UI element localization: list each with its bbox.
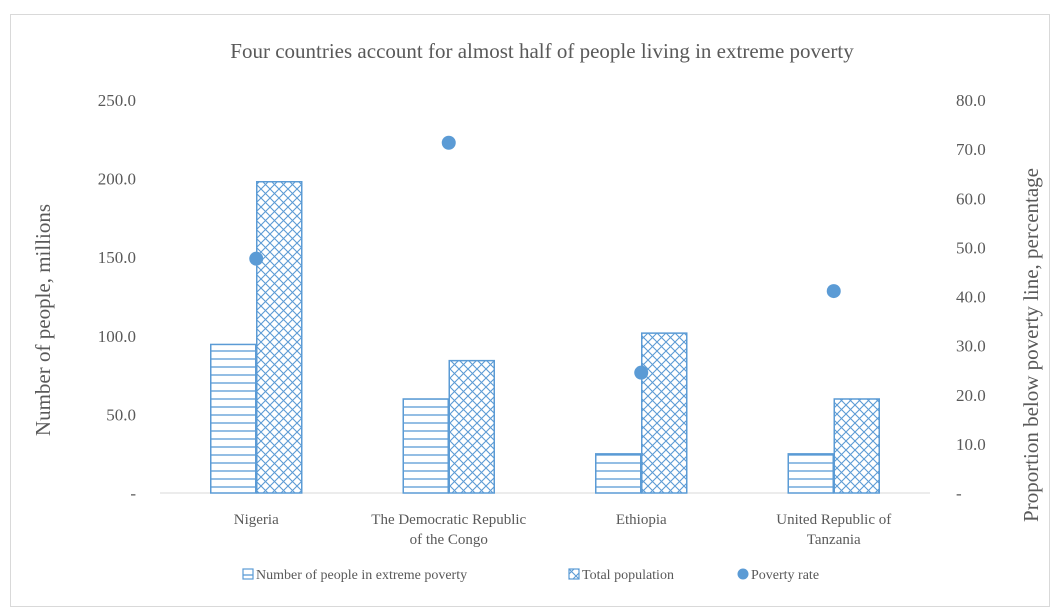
y-tick-label: 100.0 [98,327,136,346]
y-tick-label: 250.0 [98,91,136,110]
bar-total-population [833,398,880,494]
y2-tick-label: 40.0 [956,288,986,307]
legend-label: Poverty rate [751,568,819,583]
y2-tick-label: 20.0 [956,386,986,405]
bar-extreme-poverty [787,453,834,494]
poverty-rate-point [826,284,841,299]
legend-label: Number of people in extreme poverty [256,568,467,583]
x-category-label: United Republic of [776,512,891,528]
y2-tick-label: 60.0 [956,189,986,208]
poverty-rate-point [634,365,649,380]
x-category-label: The Democratic Republic [371,512,526,528]
y2-tick-label: 30.0 [956,337,986,356]
chart-title: Four countries account for almost half o… [230,39,854,63]
legend-marker-extreme-poverty [242,568,254,580]
y-tick-label: 50.0 [106,405,136,424]
bar-extreme-poverty [402,398,449,494]
chart-frame [10,14,1050,607]
poverty-rate-point [441,135,456,150]
y-axis-title: Number of people, millions [31,204,55,436]
legend-marker-total-population [568,568,580,580]
bar-total-population [256,180,303,494]
bar-total-population [641,332,688,494]
bar-extreme-poverty [595,453,642,494]
poverty-rate-point [249,251,264,266]
x-category-label: of the Congo [410,532,488,548]
y-tick-label: 150.0 [98,248,136,267]
y2-tick-label: 70.0 [956,140,986,159]
bar-extreme-poverty [210,343,257,494]
y2-tick-label: 10.0 [956,435,986,454]
x-category-label: Ethiopia [616,512,667,528]
bar-total-population [448,359,495,494]
legend-marker-poverty-rate [737,568,749,580]
legend-label: Total population [582,568,674,583]
y-tick-label: - [130,484,136,503]
x-category-label: Tanzania [807,532,861,548]
y2-axis-title: Proportion below poverty line, percentag… [1019,168,1043,522]
y2-tick-label: - [956,484,962,503]
x-category-label: Nigeria [234,512,279,528]
y2-tick-label: 50.0 [956,238,986,257]
y-tick-label: 200.0 [98,170,136,189]
y2-tick-label: 80.0 [956,91,986,110]
